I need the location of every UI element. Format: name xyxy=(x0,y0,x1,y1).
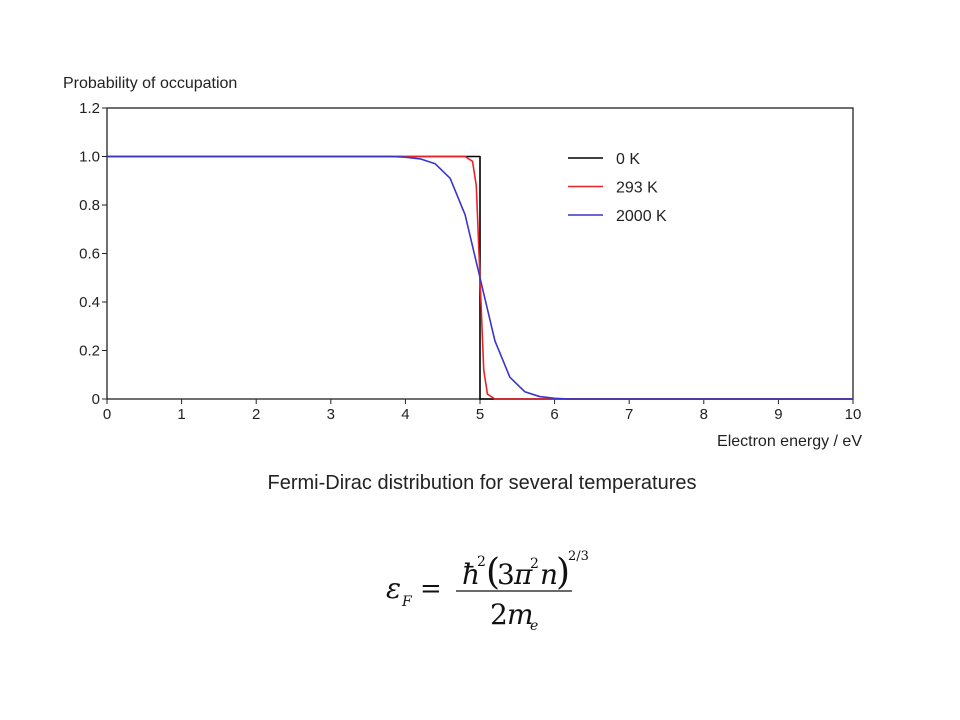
formula-hbar-exponent: 2 xyxy=(477,554,486,570)
chart-title: Fermi-Dirac distribution for several tem… xyxy=(267,472,696,494)
x-axis: 0 1 2 3 4 5 6 7 8 9 10 xyxy=(103,399,862,423)
x-tick-label: 8 xyxy=(700,406,708,423)
formula-mass: m xyxy=(507,598,534,631)
y-tick-label: 1.2 xyxy=(79,100,100,117)
legend: 0 K 293 K 2000 K xyxy=(568,151,667,225)
y-axis: 0 0.2 0.4 0.6 0.8 1.0 1.2 xyxy=(79,100,107,408)
formula-two: 2 xyxy=(490,598,508,631)
formula-paren-open: ( xyxy=(486,552,500,593)
legend-label: 0 K xyxy=(616,151,640,168)
formula-hbar: ħ xyxy=(462,558,480,591)
x-tick-label: 5 xyxy=(476,406,484,423)
formula-equals: = xyxy=(420,574,442,604)
formula-epsilon: ε xyxy=(386,572,401,605)
y-tick-label: 0.2 xyxy=(79,343,100,360)
formula-pi: π xyxy=(513,558,533,591)
formula-n: n xyxy=(540,558,558,591)
x-tick-label: 9 xyxy=(774,406,782,423)
formula-paren-close: ) xyxy=(556,552,570,593)
formula-outer-exponent: 2/3 xyxy=(568,549,589,564)
y-tick-label: 0.4 xyxy=(79,294,100,311)
formula-epsilon-subscript: F xyxy=(401,594,413,610)
y-tick-label: 1.0 xyxy=(79,149,100,166)
y-axis-title: Probability of occupation xyxy=(63,75,237,92)
x-tick-label: 3 xyxy=(327,406,335,423)
y-tick-label: 0.6 xyxy=(79,246,100,263)
x-tick-label: 4 xyxy=(401,406,409,423)
legend-label: 2000 K xyxy=(616,208,667,225)
x-tick-label: 10 xyxy=(845,406,862,423)
formula-mass-subscript: e xyxy=(530,618,538,634)
x-tick-label: 6 xyxy=(550,406,558,423)
y-tick-label: 0 xyxy=(92,391,100,408)
x-axis-title: Electron energy / eV xyxy=(717,433,862,450)
x-tick-label: 2 xyxy=(252,406,260,423)
series-line-2000-k xyxy=(107,155,853,400)
x-tick-label: 0 xyxy=(103,406,111,423)
formula-three: 3 xyxy=(497,558,515,591)
series-lines xyxy=(107,155,853,400)
y-tick-label: 0.8 xyxy=(79,197,100,214)
fermi-energy-formula: ε F = ħ 2 ( 3 π 2 n ) 2/3 2 m e xyxy=(386,549,589,634)
x-tick-label: 7 xyxy=(625,406,633,423)
legend-label: 293 K xyxy=(616,180,658,197)
x-tick-label: 1 xyxy=(177,406,185,423)
formula-pi-exponent: 2 xyxy=(530,556,539,572)
